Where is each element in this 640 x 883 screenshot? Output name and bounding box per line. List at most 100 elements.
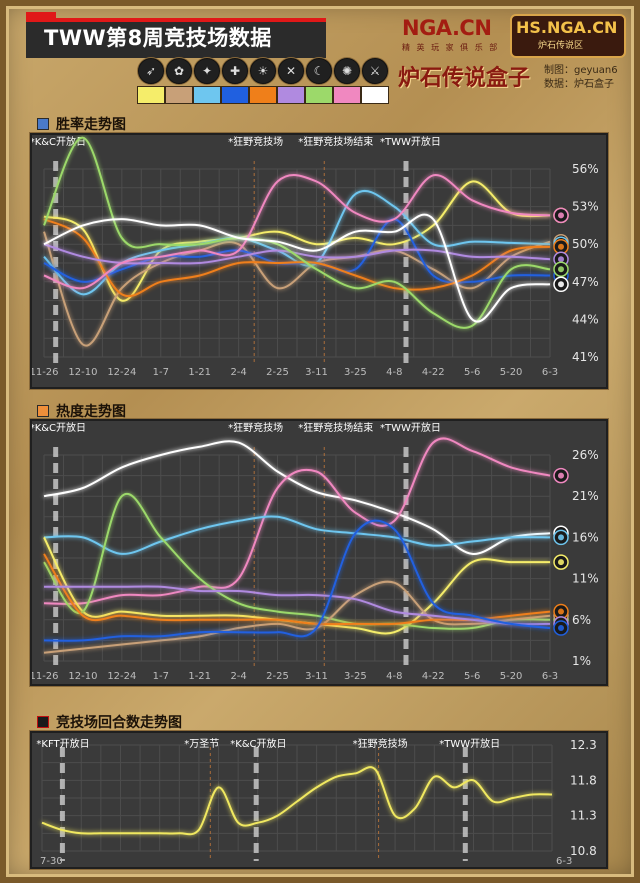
series-line [43, 180, 551, 302]
y-tick-label: 6% [572, 613, 591, 627]
x-tick-label: 4-22 [422, 367, 445, 378]
y-tick-label: 21% [572, 489, 599, 503]
y-tick-label: 53% [572, 200, 599, 214]
warlock-icon: ✺ [334, 58, 360, 84]
class-color-swatch [193, 86, 221, 104]
x-tick-label: 1-7 [153, 671, 169, 682]
y-tick-label: 1% [572, 654, 591, 668]
series-end-icon [553, 620, 569, 636]
nga-logo-subtitle: 精 英 玩 家 俱 乐 部 [402, 43, 500, 52]
series-end-icon [553, 276, 569, 293]
rounds-chart: *KFT开放日 *万圣节 *K&C开放日 *狂野竞技场 *TWW开放日 12.3 11.8 1… [36, 737, 597, 867]
y-tick-label: 12.3 [570, 738, 597, 752]
paladin-icon: ✚ [222, 58, 248, 84]
hs-logo: HS.NGA.CN [516, 18, 618, 37]
series-line [43, 243, 551, 265]
x-tick-label: 1-7 [153, 367, 169, 378]
druid-icon: ✿ [166, 58, 192, 84]
nga-logo: NGA.CN [402, 16, 492, 40]
hunter-icon: ➶ [138, 58, 164, 84]
y-tick-label: 16% [572, 530, 599, 544]
title-accent [26, 12, 56, 20]
series-line [43, 174, 551, 290]
series-end-icon [553, 467, 569, 484]
hs-logo-subtitle: 炉石传说区 [538, 41, 584, 51]
event-label: *K&C开放日 [32, 135, 86, 148]
series-line [43, 440, 551, 555]
class-color-swatch [249, 86, 277, 104]
class-color-swatch [333, 86, 361, 104]
x-tick-label: 1-21 [188, 367, 211, 378]
event-label: *狂野竞技场 [228, 135, 283, 148]
x-tick-label: 5-6 [464, 367, 480, 378]
popularity-section-title: 热度走势图 [56, 404, 126, 420]
event-label: *TWW开放日 [439, 737, 500, 750]
series-line [43, 213, 551, 323]
x-tick-label: 2-25 [266, 671, 289, 682]
y-tick-label: 44% [572, 312, 599, 326]
event-label: *KFT开放日 [36, 737, 89, 750]
rounds-section-title: 竞技场回合数走势图 [56, 715, 182, 731]
x-tick-label: 4-22 [422, 671, 445, 682]
mage-icon: ✦ [194, 58, 220, 84]
x-tick-label: 6-3 [542, 671, 558, 682]
event-label: *狂野竞技场 [228, 421, 283, 434]
x-tick-label: 2-4 [230, 367, 246, 378]
priest-icon: ☀ [250, 58, 276, 84]
hs-logo-badge [510, 14, 626, 58]
series-line [43, 136, 551, 329]
y-tick-label: 50% [572, 237, 599, 251]
class-color-swatch [361, 86, 389, 104]
x-tick-label: 12-24 [107, 367, 136, 378]
hearthstone-box-logo: 炉石传说盒子 [398, 65, 531, 91]
credit-data: 数据：炉石盒子 [544, 79, 614, 90]
page-title: TWW第8周竞技场数据 [44, 26, 272, 50]
event-label: *K&C开放日 [230, 737, 286, 750]
x-tick-label: 1-21 [188, 671, 211, 682]
series-end-icon [553, 261, 569, 278]
series-end-icon [553, 603, 569, 620]
winrate-section-title: 胜率走势图 [56, 117, 126, 133]
series-line [43, 218, 551, 297]
title-bar [26, 18, 326, 58]
winrate-panel: *K&C开放日 *狂野竞技场 *狂野竞技场结束 *TWW开放日 56% 53% 50% 47%… [29, 133, 608, 389]
warrior-icon: ⚔ [362, 58, 388, 84]
event-label: *TWW开放日 [380, 421, 441, 434]
y-tick-label: 10.8 [570, 844, 597, 858]
credits: 制图：geyuan6 数据：炉石盒子 [544, 64, 618, 92]
class-color-swatch [165, 86, 193, 104]
y-tick-label: 47% [572, 275, 599, 289]
y-tick-label: 11% [572, 572, 599, 586]
popularity-chart: *K&C开放日 *狂野竞技场 *狂野竞技场结束 *TWW开放日 26% 21% 16% 11%… [29, 421, 599, 682]
series-line [41, 766, 553, 836]
series-line [43, 231, 551, 347]
rounds-panel: *KFT开放日 *万圣节 *K&C开放日 *狂野竞技场 *TWW开放日 12.3 11.8 1… [30, 731, 608, 869]
shaman-icon: ☾ [306, 58, 332, 84]
y-tick-label: 56% [572, 162, 599, 176]
series-line [43, 580, 551, 654]
winrate-section-mark [37, 118, 49, 130]
credit-maker: 制图：geyuan6 [544, 65, 618, 76]
event-label: *TWW开放日 [380, 135, 441, 148]
x-tick-label: 2-4 [230, 671, 246, 682]
series-end-icon [553, 529, 569, 546]
winrate-chart: *K&C开放日 *狂野竞技场 *狂野竞技场结束 *TWW开放日 56% 53% 50% 47%… [29, 135, 599, 378]
series-end-icon [553, 207, 569, 224]
series-end-icon [553, 554, 569, 570]
x-tick-label: 6-3 [542, 367, 558, 378]
x-tick-label: 3-25 [344, 671, 367, 682]
series-line [43, 519, 551, 642]
series-line [43, 437, 551, 605]
series-line [44, 585, 551, 626]
event-label: *狂野竞技场 [353, 737, 408, 750]
rounds-section-mark [37, 716, 49, 728]
y-tick-label: 26% [572, 448, 599, 462]
class-color-swatch [277, 86, 305, 104]
x-tick-label: 11-26 [32, 671, 59, 682]
y-tick-label: 41% [572, 350, 599, 364]
event-label: *狂野竞技场结束 [298, 135, 373, 148]
class-color-swatch [137, 86, 165, 104]
x-tick-label: 12-10 [68, 367, 97, 378]
x-tick-label: 5-20 [500, 671, 523, 682]
x-tick-label: 2-25 [266, 367, 289, 378]
